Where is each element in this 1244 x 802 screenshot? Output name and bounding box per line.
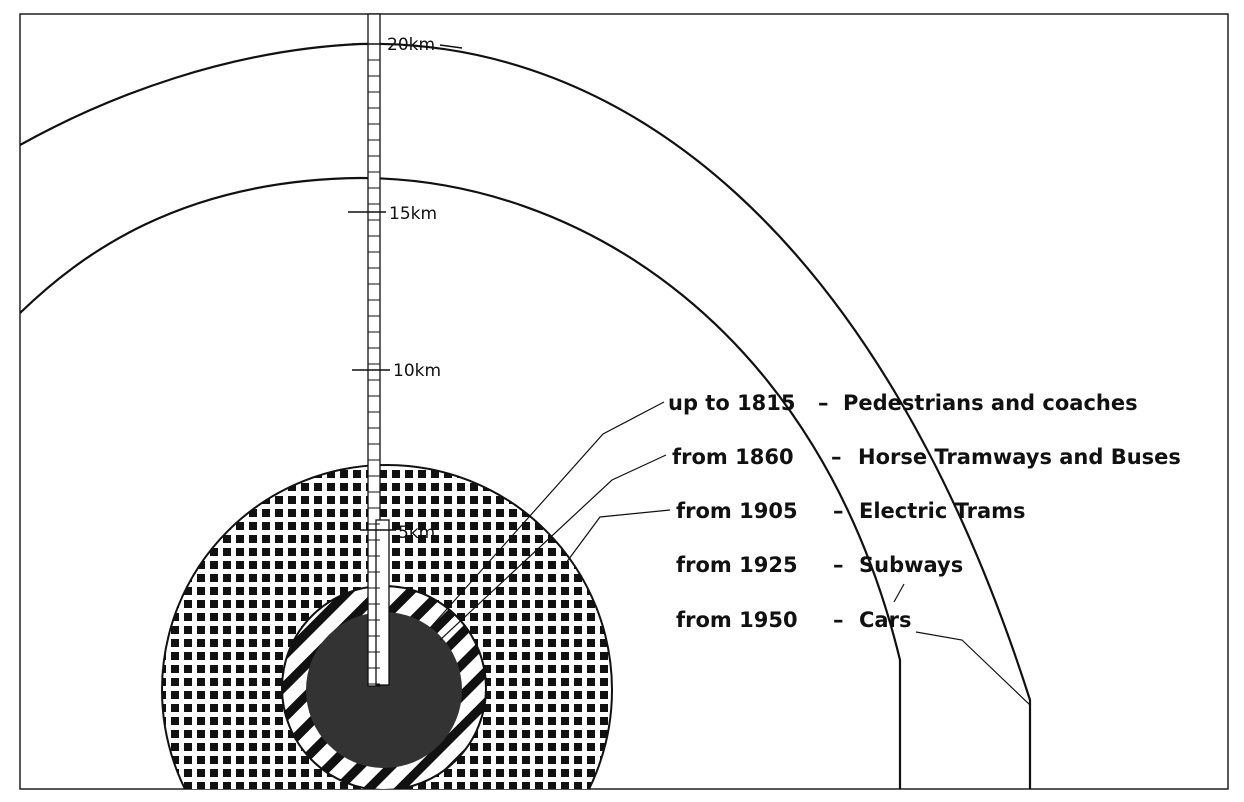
leader-horse-tramways	[439, 454, 667, 641]
legend-dash: –	[833, 553, 844, 577]
legend-period-1860: from 1860	[672, 445, 794, 469]
legend-mode-electric-trams: Electric Trams	[859, 499, 1026, 523]
ring-subways	[20, 176, 902, 789]
diagram-frame	[19, 13, 1229, 790]
leader-cars	[915, 631, 1031, 706]
leader-electric-trams	[562, 509, 671, 568]
legend-mode-cars: Cars	[859, 608, 911, 632]
legend-period-1925: from 1925	[676, 553, 798, 577]
legend-mode-pedestrians: Pedestrians and coaches	[843, 391, 1138, 415]
legend-period-1950: from 1950	[676, 608, 798, 632]
ring-cars	[20, 42, 1032, 789]
distance-scale	[348, 13, 396, 687]
legend-dash: –	[833, 608, 844, 632]
legend-dash: –	[818, 391, 829, 415]
legend-dash: –	[831, 445, 842, 469]
scale-label-10km: 10km	[393, 361, 441, 381]
scale-label-5km: 5km	[398, 523, 435, 543]
scale-label-20km: 20km	[387, 35, 435, 55]
legend: up to 1815 – Pedestrians and coaches fro…	[668, 391, 1181, 632]
legend-period-1905: from 1905	[676, 499, 798, 523]
legend-mode-subways: Subways	[859, 553, 963, 577]
zone-pedestrians	[306, 612, 462, 768]
leader-subways	[893, 583, 905, 603]
leader-pedestrians	[429, 401, 665, 629]
legend-dash: –	[833, 499, 844, 523]
legend-mode-horse-tramways: Horse Tramways and Buses	[858, 445, 1181, 469]
scale-label-15km: 15km	[389, 204, 437, 224]
legend-period-1815: up to 1815	[668, 391, 796, 415]
